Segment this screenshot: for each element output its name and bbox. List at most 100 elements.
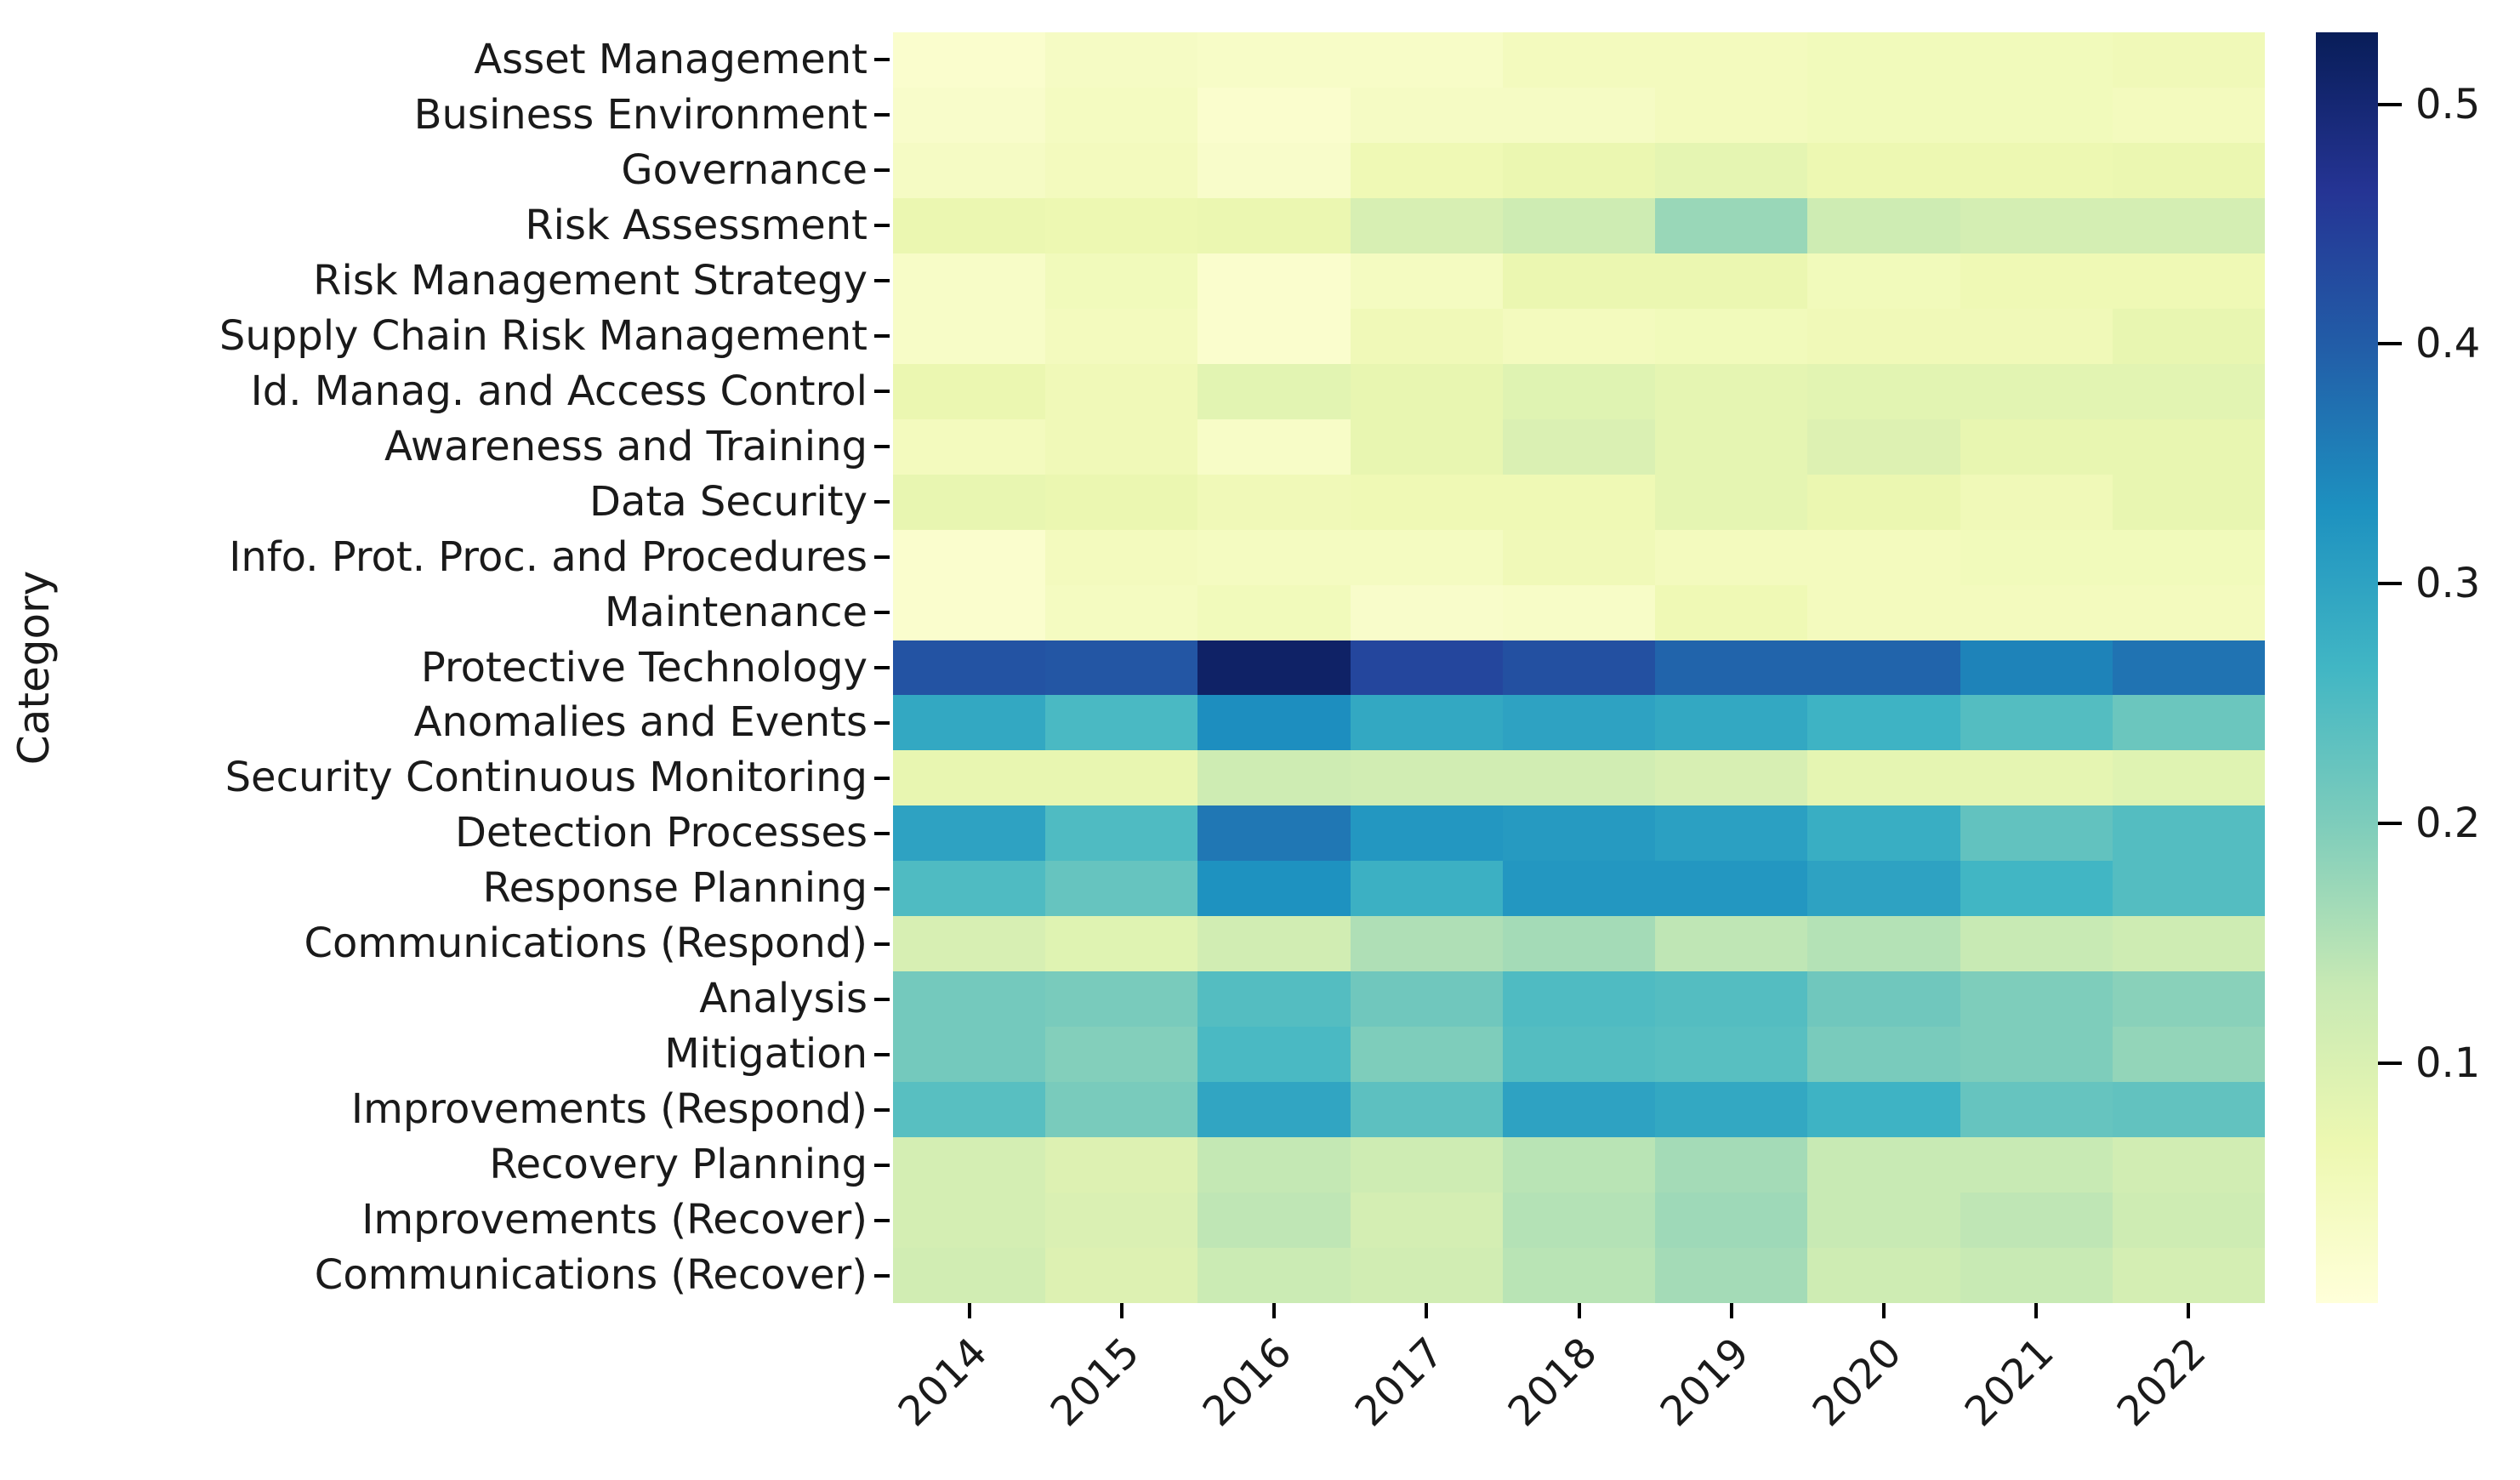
heatmap-cell — [2112, 640, 2265, 696]
heatmap-cell — [1045, 87, 1198, 143]
heatmap-cell — [2112, 805, 2265, 862]
heatmap-cell — [1960, 1137, 2113, 1193]
heatmap-cell — [1502, 1027, 1656, 1083]
heatmap-cell — [1502, 1082, 1656, 1138]
heatmap-cell — [1502, 32, 1656, 88]
heatmap-cell — [1350, 805, 1503, 862]
heatmap-cell — [1960, 640, 2113, 696]
heatmap-cell — [1655, 32, 1808, 88]
x-tick-mark — [2187, 1303, 2191, 1318]
heatmap-cell — [1045, 584, 1198, 640]
heatmap-cell — [1350, 363, 1503, 419]
heatmap-cell — [1045, 529, 1198, 585]
y-tick-mark — [874, 720, 890, 725]
heatmap-cell — [1502, 87, 1656, 143]
y-tick-label: Anomalies and Events — [413, 698, 867, 747]
heatmap-cell — [1807, 805, 1960, 862]
y-tick-label: Communications (Recover) — [314, 1251, 867, 1300]
heatmap-cell — [1655, 861, 1808, 917]
heatmap-cell — [1655, 640, 1808, 696]
y-tick-mark — [874, 224, 890, 228]
y-tick-mark — [874, 1163, 890, 1167]
heatmap-cell — [2112, 253, 2265, 309]
heatmap-cell — [1197, 474, 1351, 530]
heatmap-cell — [1502, 197, 1656, 253]
y-tick-mark — [874, 58, 890, 62]
heatmap-cell — [1502, 253, 1656, 309]
heatmap-cell — [1350, 253, 1503, 309]
heatmap-cell — [1502, 805, 1656, 862]
heatmap-cell — [1502, 142, 1656, 198]
y-tick-label: Improvements (Recover) — [361, 1196, 867, 1244]
colorbar-tick-label: 0.3 — [2415, 560, 2481, 608]
heatmap-cell — [1807, 87, 1960, 143]
heatmap-cell — [1045, 971, 1198, 1027]
y-tick-mark — [874, 666, 890, 669]
y-tick-label: Business Environment — [413, 90, 867, 139]
heatmap-cell — [1655, 529, 1808, 585]
heatmap-cell — [1045, 695, 1198, 751]
heatmap-cell — [893, 916, 1046, 972]
colorbar-tick-mark — [2378, 342, 2402, 346]
heatmap-cell — [1502, 308, 1656, 364]
y-tick-mark — [874, 997, 890, 1001]
heatmap-cell — [1350, 418, 1503, 475]
heatmap-cell — [893, 1137, 1046, 1193]
heatmap-cell — [1197, 1193, 1351, 1249]
heatmap-cell — [1045, 1137, 1198, 1193]
heatmap-cell — [1502, 916, 1656, 972]
x-tick-label: 2020 — [1803, 1329, 1911, 1436]
y-tick-label: Protective Technology — [420, 643, 867, 692]
heatmap-cell — [1960, 971, 2113, 1027]
heatmap-cell — [1350, 1193, 1503, 1249]
y-tick-label: Asset Management — [474, 36, 867, 83]
y-tick-label: Response Planning — [482, 864, 867, 913]
heatmap-cell — [1350, 861, 1503, 917]
x-tick-mark — [1425, 1303, 1429, 1318]
heatmap-cell — [1350, 474, 1503, 530]
heatmap-cell — [1960, 418, 2113, 475]
heatmap-cell — [893, 805, 1046, 862]
heatmap-cell — [1807, 1193, 1960, 1249]
heatmap-cell — [1350, 750, 1503, 806]
colorbar-tick-label: 0.5 — [2415, 80, 2481, 128]
heatmap-cell — [1045, 861, 1198, 917]
heatmap-cell — [893, 529, 1046, 585]
heatmap-cell — [1350, 584, 1503, 640]
heatmap-cell — [893, 750, 1046, 806]
heatmap-cell — [1045, 750, 1198, 806]
y-tick-mark — [874, 390, 890, 394]
y-tick-mark — [874, 168, 890, 173]
heatmap-cell — [2112, 861, 2265, 917]
colorbar-tick-mark — [2378, 1062, 2402, 1066]
heatmap-cell — [1960, 1082, 2113, 1138]
x-tick-label: 2014 — [889, 1329, 997, 1436]
heatmap-cell — [1197, 363, 1351, 419]
heatmap-cell — [1350, 916, 1503, 972]
heatmap-cell — [2112, 1193, 2265, 1249]
x-tick-mark — [967, 1303, 971, 1318]
heatmap-cell — [1045, 418, 1198, 475]
heatmap-cell — [1807, 529, 1960, 585]
heatmap-cell — [1045, 363, 1198, 419]
heatmap-cell — [1502, 474, 1656, 530]
heatmap-cell — [1655, 1027, 1808, 1083]
y-tick-label: Recovery Planning — [489, 1141, 867, 1189]
heatmap-cell — [2112, 1248, 2265, 1303]
heatmap-cell — [1655, 1137, 1808, 1193]
heatmap-cell — [1655, 805, 1808, 862]
y-tick-mark — [874, 334, 890, 339]
heatmap-cell — [1502, 861, 1656, 917]
heatmap-cell — [1045, 253, 1198, 309]
colorbar-tick-label: 0.2 — [2415, 800, 2481, 848]
heatmap-cell — [1807, 32, 1960, 88]
heatmap-cell — [1350, 640, 1503, 696]
heatmap-cell — [1655, 87, 1808, 143]
y-tick-label: Improvements (Respond) — [350, 1085, 867, 1134]
heatmap-cell — [1960, 750, 2113, 806]
heatmap-cell — [1807, 418, 1960, 475]
heatmap-cell — [1502, 529, 1656, 585]
heatmap-cell — [893, 474, 1046, 530]
heatmap-cell — [1197, 142, 1351, 198]
